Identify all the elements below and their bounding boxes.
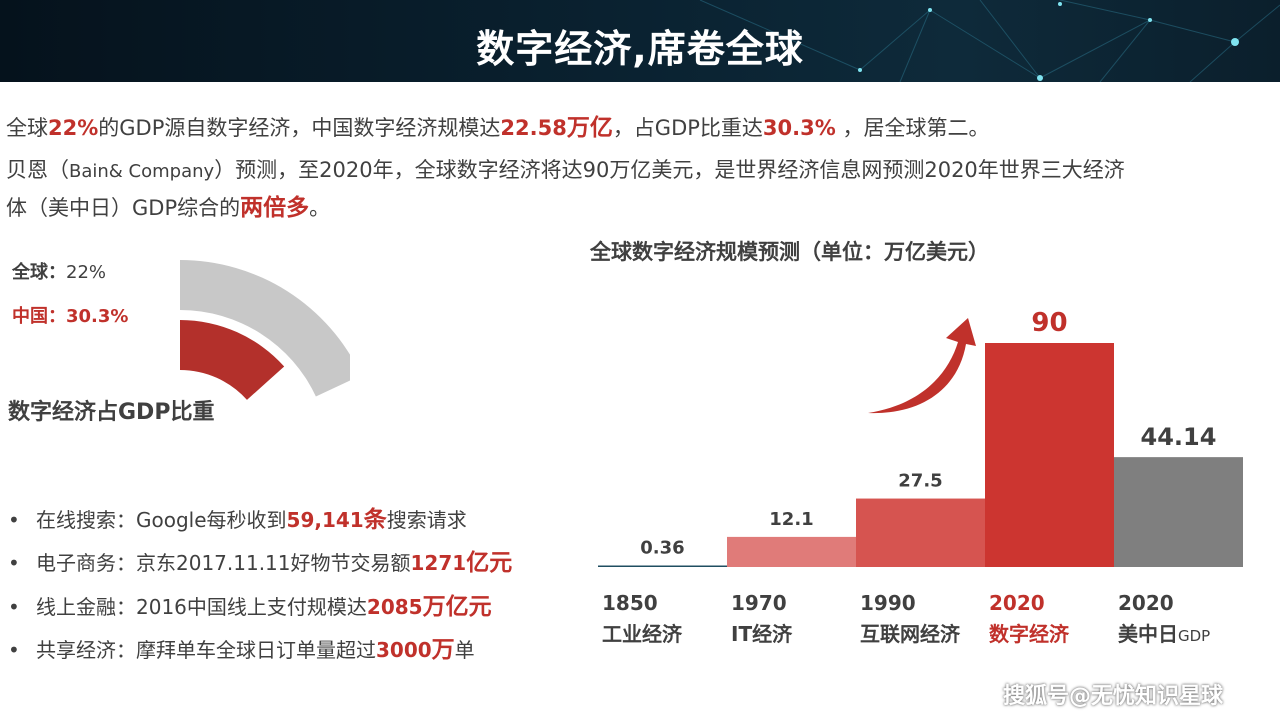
bar-0: [598, 565, 727, 567]
bullet-text: 在线搜索：Google每秒收到: [36, 508, 287, 532]
bar-value-label: 44.14: [1141, 423, 1217, 451]
intro-text: 的GDP源自数字经济，中国数字经济规模达: [98, 116, 501, 140]
bar-value-label: 0.36: [640, 538, 684, 559]
highlight-global-share: 22%: [48, 116, 99, 140]
x-tick-label: 1970: [731, 591, 787, 615]
intro-text: 全球: [6, 116, 48, 140]
intro-line-1: 全球22%的GDP源自数字经济，中国数字经济规模达22.58万亿，占GDP比重达…: [6, 108, 989, 142]
watermark: 搜狐号@无忧知识星球: [1003, 684, 1224, 709]
x-sublabel: 数字经济: [989, 622, 1070, 646]
global-share-arc: [180, 260, 350, 397]
highlight-china-share: 30.3%: [762, 116, 836, 140]
bar-value-label: 27.5: [898, 471, 942, 492]
chart-title: 全球数字经济规模预测（单位：万亿美元）: [590, 240, 989, 264]
bullet-highlight-unit: 条: [363, 507, 387, 533]
list-item: • 在线搜索：Google每秒收到59,141条搜索请求: [8, 500, 467, 534]
intro-text: 贝恩（: [6, 158, 69, 182]
legend-china-value: 30.3%: [66, 306, 129, 327]
bar-1: [727, 536, 856, 567]
donut-title: 数字经济占GDP比重: [8, 400, 215, 425]
bullet-dot: •: [8, 638, 20, 662]
highlight-china-scale: 22.58: [500, 116, 567, 140]
network-background-icon: [699, 0, 1280, 82]
header-banner: 数字经济,席卷全球: [0, 0, 1280, 82]
legend-global-label: 全球：: [12, 262, 66, 283]
highlight-unit: 万亿: [566, 115, 613, 141]
bar-2: [856, 498, 985, 567]
list-item: • 线上金融：2016中国线上支付规模达2085万亿元: [8, 587, 492, 621]
bullet-highlight-unit: 万亿元: [422, 594, 492, 620]
bar-4: [1114, 457, 1243, 567]
intro-text: ，占GDP比重达: [612, 116, 763, 140]
bullet-highlight: 2085: [366, 595, 423, 619]
bullet-highlight: 3000: [376, 638, 432, 662]
x-tick-label: 2020: [1118, 591, 1174, 615]
intro-text: ）预测，至2020年，全球数字经济将达90万亿美元，是世界经济信息网预测2020…: [214, 158, 1125, 182]
x-tick-label: 1990: [860, 591, 916, 615]
bar-value-label: 12.1: [769, 509, 813, 530]
legend-china-label: 中国：: [12, 306, 66, 327]
bullet-text: 单: [454, 638, 475, 662]
bullet-dot: •: [8, 551, 20, 575]
x-tick-label: 2020: [989, 591, 1045, 615]
list-item: • 共享经济：摩拜单车全球日订单量超过3000万单: [8, 630, 475, 664]
bullet-dot: •: [8, 595, 20, 619]
intro-text: ，居全球第二。: [835, 116, 990, 140]
legend-global-value: 22%: [66, 262, 107, 283]
bullet-dot: •: [8, 508, 20, 532]
list-item: • 电子商务：京东2017.11.11好物节交易额1271亿元: [8, 543, 512, 577]
intro-text: 体（美中日）GDP综合的: [6, 196, 241, 220]
company-name: Bain& Company: [69, 161, 215, 182]
bullet-text: 电子商务：京东2017.11.11好物节交易额: [36, 551, 411, 575]
intro-text: 。: [309, 196, 331, 220]
bullet-highlight: 1271: [410, 551, 467, 575]
intro-line-3: 体（美中日）GDP综合的两倍多。: [6, 188, 330, 222]
x-sublabel: IT经济: [731, 622, 793, 646]
x-sublabel: 美中日GDP: [1118, 622, 1210, 646]
bullet-highlight-unit: 亿元: [466, 550, 513, 576]
legend-china: 中国：30.3%: [12, 302, 128, 328]
bullet-text: 共享经济：摩拜单车全球日订单量超过: [36, 638, 376, 662]
legend-global: 全球：22%: [12, 258, 106, 284]
growth-arrow-icon: [868, 318, 976, 414]
page-title: 数字经济,席卷全球: [476, 27, 804, 71]
gdp-share-donut: [180, 260, 350, 400]
digital-economy-bar-chart: 0.36 1850 工业经济 12.1 1970 IT经济 27.5 1990 互联网经济 90 2…: [598, 308, 1243, 646]
bullet-highlight: 59,141: [286, 508, 364, 532]
intro-line-2: 贝恩（Bain& Company）预测，至2020年，全球数字经济将达90万亿美…: [6, 154, 1125, 184]
bullet-text: 搜索请求: [386, 508, 467, 532]
x-sublabel: 工业经济: [602, 622, 683, 646]
x-tick-label: 1850: [602, 591, 658, 615]
china-share-arc: [180, 320, 285, 400]
bar-value-label: 90: [1031, 308, 1067, 338]
x-sublabel: 互联网经济: [860, 622, 961, 646]
bullet-text: 线上金融：2016中国线上支付规模达: [36, 595, 367, 619]
bar-3: [985, 343, 1114, 567]
bullet-highlight-unit: 万: [431, 637, 455, 663]
highlight-multiple: 两倍多: [240, 195, 310, 221]
